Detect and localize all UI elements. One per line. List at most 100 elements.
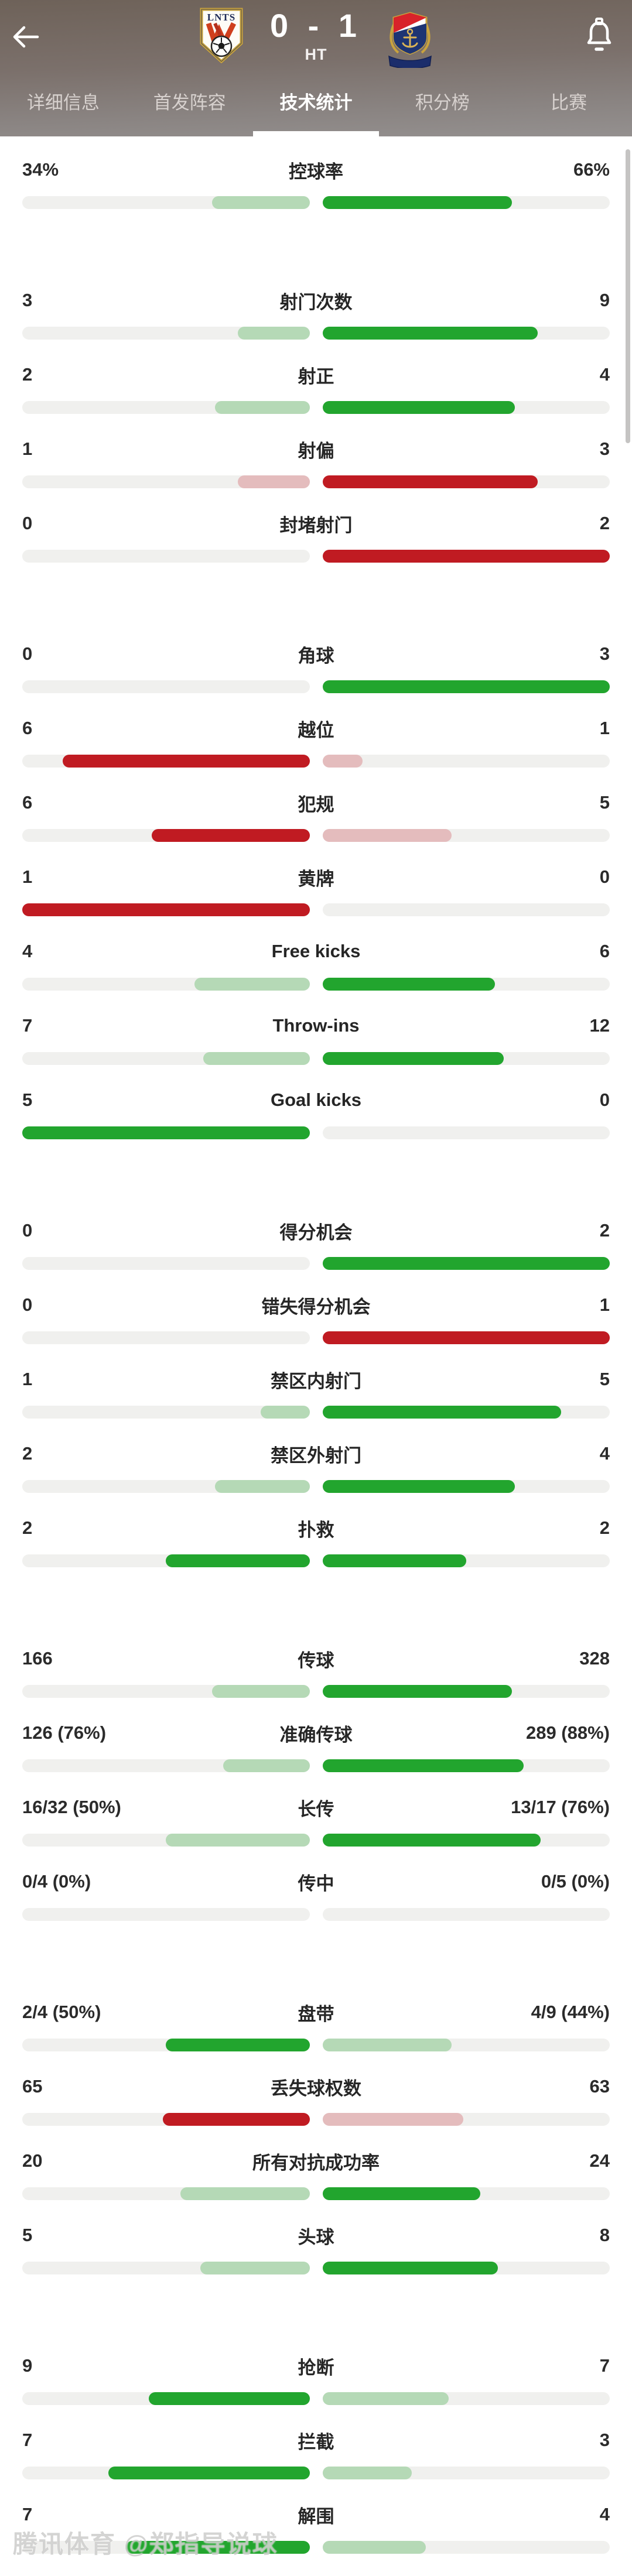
stat-row: 5 头球 8 [0, 2222, 632, 2297]
stats-section: 34% 控球率 66% [0, 157, 632, 231]
home-value: 7 [22, 1015, 33, 1036]
stat-bars [22, 2113, 610, 2126]
home-value: 9 [22, 2355, 33, 2376]
stat-row: 1 黄牌 0 [0, 864, 632, 938]
home-value: 166 [22, 1648, 53, 1669]
tab-tech-stats[interactable]: 技术统计 [252, 76, 380, 136]
stat-label: Throw-ins [272, 1015, 360, 1036]
stat-row-head: 16/32 (50%) 长传 13/17 (76%) [0, 1794, 632, 1820]
stat-bars [22, 196, 610, 209]
stat-row: 6 犯规 5 [0, 790, 632, 864]
stat-label: 盘带 [298, 2003, 334, 2025]
away-bar-fill [322, 475, 538, 488]
stat-row: 7 拦截 3 [0, 2427, 632, 2502]
tab-standings[interactable]: 积分榜 [415, 93, 470, 113]
away-value: 289 (88%) [525, 1722, 610, 1743]
home-bar-fill [211, 1685, 310, 1698]
stat-row: 5 Goal kicks 0 [0, 1087, 632, 1162]
stat-row: 20 所有对抗成功率 24 [0, 2148, 632, 2222]
away-value: 6 [599, 941, 610, 961]
home-bar-fill [214, 401, 310, 414]
home-value: 2 [22, 1517, 33, 1538]
away-bar-track [322, 1554, 610, 1567]
home-value: 0 [22, 643, 33, 664]
home-bar-track [22, 2262, 310, 2274]
stat-bars [22, 1480, 610, 1493]
stat-row-head: 5 Goal kicks 0 [0, 1087, 632, 1113]
back-button[interactable] [12, 25, 40, 49]
stat-row: 6 越位 1 [0, 715, 632, 790]
stat-bars [22, 1759, 610, 1772]
away-value: 7 [599, 2355, 610, 2376]
stat-row-head: 2/4 (50%) 盘带 4/9 (44%) [0, 1999, 632, 2025]
home-bar-fill [211, 196, 310, 209]
home-bar-fill [163, 2113, 310, 2126]
stat-row-head: 1 禁区内射门 5 [0, 1366, 632, 1392]
away-value: 1 [599, 1294, 610, 1315]
home-bar-fill [237, 475, 310, 488]
away-bar-fill [322, 2039, 452, 2051]
stat-label: Goal kicks [270, 1090, 362, 1110]
away-bar-fill [322, 680, 610, 693]
scrollbar[interactable] [626, 149, 630, 443]
home-bar-fill [22, 1126, 310, 1139]
home-value: 0 [22, 1294, 33, 1315]
stat-row: 3 射门次数 9 [0, 287, 632, 362]
away-value: 13/17 (76%) [511, 1797, 610, 1817]
stat-bars [22, 2262, 610, 2274]
stat-row: 9 抢断 7 [0, 2353, 632, 2427]
home-value: 20 [22, 2150, 43, 2171]
stat-bars [22, 1257, 610, 1270]
home-bar-track [22, 2113, 310, 2126]
home-value: 65 [22, 2076, 43, 2097]
stat-row-head: 0 得分机会 2 [0, 1218, 632, 1244]
stats-content: 34% 控球率 66% 3 射门次数 9 [0, 136, 632, 2576]
away-bar-track [322, 829, 610, 842]
away-bar-track [322, 2541, 610, 2554]
stat-bars [22, 1406, 610, 1419]
stat-bars [22, 2541, 610, 2554]
tab-matches[interactable]: 比赛 [551, 93, 587, 113]
home-bar-track [22, 829, 310, 842]
home-bar-fill [166, 1834, 310, 1847]
away-bar-track [322, 2113, 610, 2126]
stat-bars [22, 327, 610, 340]
notification-button[interactable] [586, 16, 612, 59]
tab-details[interactable]: 详细信息 [26, 93, 100, 113]
home-bar-fill [148, 2392, 310, 2405]
home-bar-track [22, 1834, 310, 1847]
home-bar-track [22, 1257, 310, 1270]
away-bar-fill [322, 829, 452, 842]
away-bar-track [322, 2187, 610, 2200]
stat-row-head: 4 Free kicks 6 [0, 938, 632, 964]
away-value: 4 [599, 364, 610, 385]
stats-section: 0 角球 3 6 越位 1 6 [0, 641, 632, 1162]
stat-row: 7 Throw-ins 12 [0, 1013, 632, 1087]
away-bar-fill [322, 2541, 426, 2554]
home-bar-fill [125, 2541, 310, 2554]
stat-row-head: 20 所有对抗成功率 24 [0, 2148, 632, 2174]
away-bar-fill [322, 1052, 504, 1065]
stat-row-head: 0/4 (0%) 传中 0/5 (0%) [0, 1869, 632, 1895]
stat-row-head: 5 头球 8 [0, 2222, 632, 2248]
away-bar-track [322, 1480, 610, 1493]
match-score: 0 - 1 [269, 7, 363, 44]
away-bar-fill [322, 2187, 481, 2200]
home-value: 16/32 (50%) [22, 1797, 121, 1817]
home-bar-track [22, 401, 310, 414]
away-bar-track [322, 327, 610, 340]
home-bar-track [22, 196, 310, 209]
stat-row-head: 7 解围 4 [0, 2502, 632, 2527]
away-bar-fill [322, 1331, 610, 1344]
stat-bars [22, 1052, 610, 1065]
stat-row-head: 1 射偏 3 [0, 436, 632, 462]
away-bar-fill [322, 401, 515, 414]
stat-row-head: 7 Throw-ins 12 [0, 1013, 632, 1039]
stat-row-head: 126 (76%) 准确传球 289 (88%) [0, 1720, 632, 1746]
match-header: LNTS 0 - 1 HT 详细信息 [0, 0, 632, 136]
shanghai-shenhua-crest-icon [388, 12, 432, 69]
home-value: 3 [22, 290, 33, 310]
stat-row: 2 射正 4 [0, 362, 632, 436]
away-bar-fill [322, 978, 495, 991]
tab-lineups[interactable]: 首发阵容 [153, 93, 226, 113]
